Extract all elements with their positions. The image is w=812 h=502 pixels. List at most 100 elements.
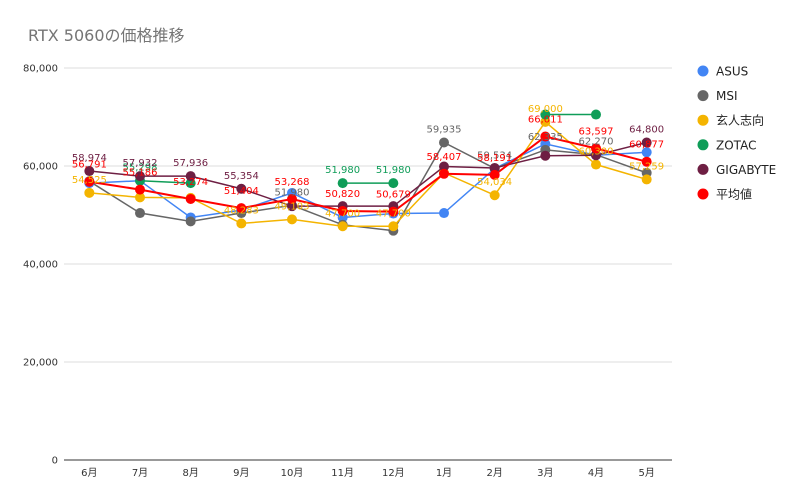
data-label: 63,597 bbox=[579, 126, 614, 137]
legend-label: 玄人志向 bbox=[716, 113, 764, 128]
x-tick-label: 6月 bbox=[81, 467, 97, 479]
data-point bbox=[236, 203, 247, 214]
y-tick-label: 80,000 bbox=[23, 64, 58, 75]
chart-title: RTX 5060の価格推移 bbox=[28, 26, 185, 45]
data-label: 57,259 bbox=[629, 161, 664, 172]
series-line bbox=[89, 141, 647, 207]
data-label: 66,011 bbox=[528, 115, 563, 126]
data-label: 50,679 bbox=[376, 190, 411, 201]
data-point bbox=[540, 116, 551, 127]
data-label: 49,103 bbox=[275, 201, 310, 212]
data-point bbox=[135, 192, 145, 203]
data-labels: 51,980 59,935 59,534 62,335 62,270 54,525 48,2… bbox=[72, 104, 664, 219]
x-tick-label: 8月 bbox=[182, 467, 198, 479]
data-label: 47,700 bbox=[376, 208, 411, 219]
legend-marker bbox=[697, 139, 709, 151]
data-point bbox=[591, 109, 601, 120]
data-point bbox=[439, 161, 449, 172]
data-point bbox=[135, 171, 145, 182]
data-label: 51,404 bbox=[224, 186, 259, 197]
data-point bbox=[641, 137, 652, 148]
legend-marker bbox=[697, 163, 709, 175]
data-point bbox=[236, 218, 247, 229]
series-lines bbox=[88, 113, 647, 232]
data-point bbox=[185, 171, 196, 182]
y-tick-label: 0 bbox=[52, 456, 58, 467]
x-tick-label: 10月 bbox=[281, 467, 304, 479]
data-label: 53,268 bbox=[275, 177, 310, 188]
data-point bbox=[287, 201, 297, 212]
x-tick-label: 4月 bbox=[588, 467, 604, 479]
data-point bbox=[388, 178, 399, 189]
data-label: 55,298 bbox=[123, 163, 158, 174]
data-label: 64,800 bbox=[629, 124, 664, 135]
data-point bbox=[388, 206, 399, 217]
legend-marker bbox=[697, 65, 709, 77]
data-label: 56,791 bbox=[72, 160, 107, 171]
data-label: 58,191 bbox=[477, 153, 512, 164]
data-point bbox=[641, 156, 652, 167]
data-point bbox=[236, 183, 247, 194]
data-point bbox=[439, 137, 449, 148]
series-points bbox=[84, 109, 652, 236]
data-label: 60,877 bbox=[629, 140, 664, 151]
legend-marker bbox=[697, 90, 709, 102]
data-point bbox=[489, 169, 500, 180]
legend: ASUS MSI 玄人志向 ZOTAC GIGABYTE 平均値 bbox=[697, 65, 776, 202]
data-label: 62,270 bbox=[579, 137, 614, 148]
data-label: 59,935 bbox=[427, 124, 462, 135]
legend-marker bbox=[697, 114, 709, 126]
data-point bbox=[591, 159, 601, 170]
data-point bbox=[84, 187, 95, 198]
legend-marker bbox=[697, 188, 709, 200]
x-tick-label: 12月 bbox=[382, 467, 405, 479]
data-label: 53,274 bbox=[173, 177, 208, 188]
data-point bbox=[135, 184, 145, 195]
x-tick-label: 7月 bbox=[132, 467, 148, 479]
data-point bbox=[439, 168, 449, 179]
data-point bbox=[185, 178, 196, 189]
data-point bbox=[540, 131, 551, 142]
y-tick-label: 40,000 bbox=[23, 260, 58, 271]
data-label: 58,407 bbox=[427, 152, 462, 163]
data-label: 47,700 bbox=[325, 208, 360, 219]
x-tick-label: 2月 bbox=[486, 467, 502, 479]
data-point bbox=[641, 147, 652, 158]
y-tick-label: 20,000 bbox=[23, 358, 58, 369]
x-axis-ticks: 6月 7月 8月 9月 10月 11月 12月 1月 2月 3月 4月 5月 bbox=[81, 467, 655, 479]
y-axis-ticks: 0 20,000 40,000 60,000 80,000 bbox=[23, 64, 58, 467]
legend-label: ZOTAC bbox=[716, 138, 756, 152]
data-point bbox=[287, 214, 297, 225]
data-point bbox=[641, 174, 652, 185]
data-label: 62,335 bbox=[528, 132, 563, 143]
data-point bbox=[388, 221, 399, 232]
data-point bbox=[439, 208, 449, 219]
series-line bbox=[89, 143, 647, 219]
data-point bbox=[540, 150, 551, 161]
data-label: 55,186 bbox=[123, 168, 158, 179]
data-point bbox=[185, 216, 196, 227]
data-point bbox=[489, 162, 500, 173]
x-tick-label: 1月 bbox=[436, 467, 452, 479]
data-label: 50,820 bbox=[325, 189, 360, 200]
data-point bbox=[287, 193, 297, 204]
x-tick-label: 11月 bbox=[331, 467, 354, 479]
y-tick-label: 60,000 bbox=[23, 162, 58, 173]
data-label: 59,534 bbox=[477, 150, 512, 161]
data-point bbox=[540, 109, 551, 120]
gridlines bbox=[64, 67, 672, 461]
x-tick-label: 9月 bbox=[233, 467, 249, 479]
data-point bbox=[337, 221, 348, 232]
data-label: 54,034 bbox=[477, 177, 512, 188]
data-label: 55,354 bbox=[224, 171, 259, 182]
data-label: 51,980 bbox=[325, 165, 360, 176]
series-line bbox=[139, 179, 191, 184]
data-point bbox=[489, 190, 500, 201]
series-line bbox=[88, 141, 647, 232]
data-label: 51,980 bbox=[275, 187, 310, 198]
data-point bbox=[337, 205, 348, 216]
legend-label: GIGABYTE bbox=[716, 163, 776, 177]
x-tick-label: 3月 bbox=[537, 467, 553, 479]
data-label: 58,974 bbox=[72, 153, 107, 164]
series-line bbox=[89, 135, 647, 213]
